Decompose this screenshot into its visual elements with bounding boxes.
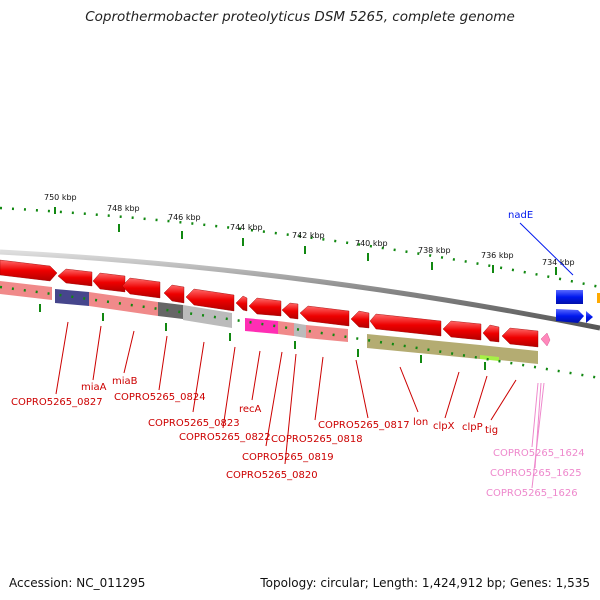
genome-summary: Topology: circular; Length: 1,424,912 bp… bbox=[260, 576, 590, 590]
gene-label-copro0822[interactable]: COPRO5265_0822 bbox=[179, 432, 271, 443]
cog-box bbox=[499, 347, 538, 364]
gene-label-copro0818[interactable]: COPRO5265_0818 bbox=[271, 434, 363, 445]
accession-text: Accession: NC_011295 bbox=[9, 576, 146, 590]
gene-label-copro0824[interactable]: COPRO5265_0824 bbox=[114, 392, 206, 403]
cog-box bbox=[158, 302, 183, 319]
gene-label-tig[interactable]: tig bbox=[485, 425, 498, 436]
pink-leader-lines bbox=[531, 382, 545, 489]
scale-label-738: 738 kbp bbox=[418, 246, 451, 255]
lower-scale-line bbox=[0, 285, 600, 380]
gene-label-reca[interactable]: recA bbox=[239, 404, 262, 415]
gene-arrow bbox=[0, 259, 58, 282]
scale-label-734: 734 kbp bbox=[542, 258, 575, 267]
upper-scale-ticks bbox=[54, 207, 557, 275]
gene-label-copro0817[interactable]: COPRO5265_0817 bbox=[318, 420, 410, 431]
gene-arrow bbox=[299, 305, 350, 327]
gene-label-copro1625[interactable]: COPRO5265_1625 bbox=[490, 468, 582, 479]
scale-label-740: 740 kbp bbox=[355, 239, 388, 248]
strand-1-genes[interactable] bbox=[0, 259, 551, 348]
gene-arrow bbox=[442, 320, 482, 341]
gene-arrow bbox=[248, 297, 282, 317]
gene-arrow bbox=[281, 302, 299, 320]
gene-label-copro0819[interactable]: COPRO5265_0819 bbox=[242, 452, 334, 463]
nade-genes[interactable] bbox=[556, 290, 600, 323]
trna-box bbox=[480, 355, 499, 361]
scale-label-746: 746 kbp bbox=[168, 213, 201, 222]
cds-box bbox=[306, 325, 348, 342]
leader-lines bbox=[55, 321, 517, 465]
gene-arrow bbox=[369, 313, 442, 337]
rrna-box bbox=[245, 318, 278, 334]
cog-box bbox=[294, 323, 306, 338]
gene-arrow bbox=[57, 268, 93, 287]
gene-arrow bbox=[185, 288, 235, 312]
gene-label-copro1626[interactable]: COPRO5265_1626 bbox=[486, 488, 578, 499]
gene-label-copro0827[interactable]: COPRO5265_0827 bbox=[11, 397, 103, 408]
scale-label-750: 750 kbp bbox=[44, 193, 77, 202]
map-title: Coprothermobacter proteolyticus DSM 5265… bbox=[85, 9, 515, 25]
gene-label-clpx[interactable]: clpX bbox=[433, 421, 455, 432]
scale-label-736: 736 kbp bbox=[481, 251, 514, 260]
gene-label-copro0823[interactable]: COPRO5265_0823 bbox=[148, 418, 240, 429]
gene-arrow bbox=[556, 309, 584, 323]
nade-leader bbox=[519, 222, 574, 276]
gene-label-miab[interactable]: miaB bbox=[112, 376, 138, 387]
gene-arrow bbox=[163, 284, 185, 304]
gene-label-lon[interactable]: lon bbox=[413, 417, 428, 428]
gene-arrow bbox=[92, 272, 126, 293]
scale-label-748: 748 kbp bbox=[107, 204, 140, 213]
lower-scale-ticks bbox=[39, 304, 486, 370]
gene-label-miaa[interactable]: miaA bbox=[81, 382, 107, 393]
scale-label-744: 744 kbp bbox=[230, 223, 263, 232]
gene-arrow bbox=[350, 310, 370, 329]
gene-arrow bbox=[586, 311, 593, 323]
gene-arrow bbox=[501, 327, 539, 348]
gene-arrow bbox=[556, 290, 583, 304]
cds-box bbox=[89, 292, 158, 316]
upper-scale-line bbox=[0, 206, 600, 289]
gene-arrow bbox=[235, 295, 248, 312]
cds-box bbox=[0, 281, 52, 300]
gene-arrow bbox=[482, 324, 500, 343]
scale-label-742: 742 kbp bbox=[292, 231, 325, 240]
gene-label-clpp[interactable]: clpP bbox=[462, 422, 483, 433]
gene-arrow bbox=[121, 277, 161, 299]
gene-arrow bbox=[597, 293, 600, 303]
gene-arrow bbox=[540, 332, 551, 347]
gene-label-copro0820[interactable]: COPRO5265_0820 bbox=[226, 470, 318, 481]
gene-label-nade[interactable]: nadE bbox=[508, 210, 533, 221]
gene-label-copro1624[interactable]: COPRO5265_1624 bbox=[493, 448, 585, 459]
cog-box bbox=[183, 305, 232, 328]
genome-backbone bbox=[0, 249, 600, 331]
